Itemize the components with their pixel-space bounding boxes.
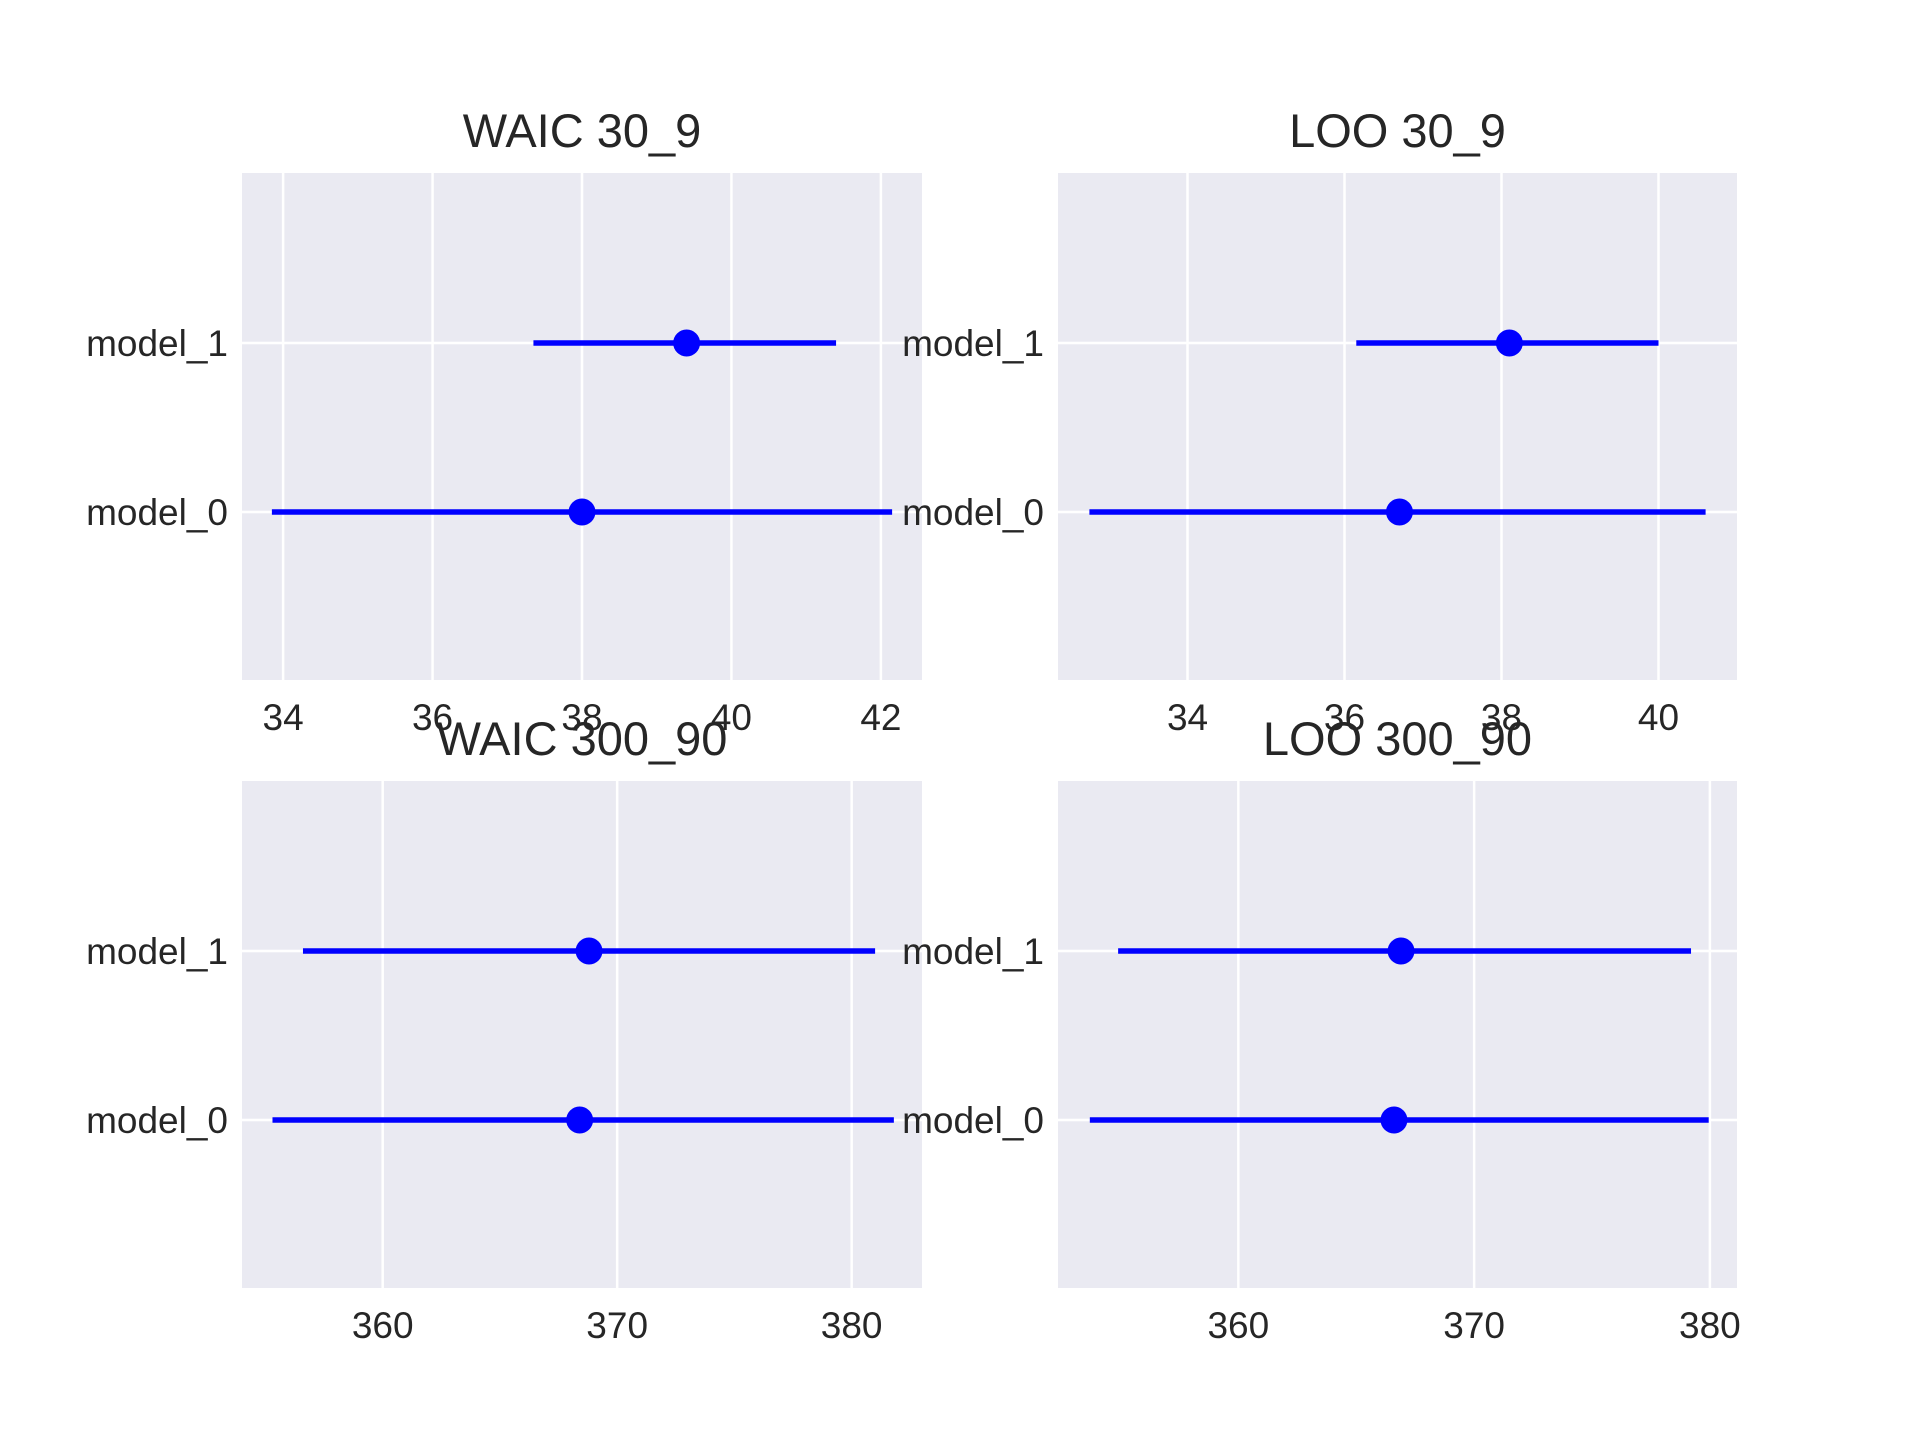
y-tick-label: model_1 bbox=[86, 323, 228, 364]
subplot-2: 34 36 38 40 model_0 model_1 LOO 30_9 bbox=[902, 104, 1737, 738]
x-tick-label: 370 bbox=[586, 1305, 648, 1346]
x-tick-label: 38 bbox=[1481, 697, 1522, 738]
x-tick-label: 34 bbox=[1167, 697, 1208, 738]
subplot-1: 34 36 38 40 42 model_0 model_1 WAIC 30_9 bbox=[86, 104, 922, 738]
point-estimate bbox=[568, 498, 596, 526]
y-tick-label: model_0 bbox=[902, 492, 1044, 533]
point-estimate bbox=[1495, 329, 1523, 357]
point-estimate bbox=[1387, 937, 1415, 965]
subplot-title: LOO 30_9 bbox=[1289, 104, 1506, 157]
y-tick-label: model_0 bbox=[902, 1100, 1044, 1141]
point-estimate bbox=[575, 937, 603, 965]
y-tick-label: model_0 bbox=[86, 492, 228, 533]
x-tick-label: 370 bbox=[1443, 1305, 1505, 1346]
point-estimate bbox=[1385, 498, 1413, 526]
x-tick-label: 36 bbox=[1324, 697, 1365, 738]
x-tick-label: 360 bbox=[352, 1305, 414, 1346]
x-tick-label: 380 bbox=[821, 1305, 883, 1346]
x-tick-label: 40 bbox=[711, 697, 752, 738]
point-estimate bbox=[1380, 1106, 1408, 1134]
y-tick-label: model_1 bbox=[902, 931, 1044, 972]
subplot-3: 360 370 380 model_0 model_1 WAIC 300_90 bbox=[86, 712, 922, 1346]
y-tick-label: model_0 bbox=[86, 1100, 228, 1141]
x-tick-label: 34 bbox=[263, 697, 304, 738]
subplot-title: WAIC 30_9 bbox=[463, 104, 702, 157]
x-tick-label: 36 bbox=[412, 697, 453, 738]
subplot-title: WAIC 300_90 bbox=[437, 712, 728, 765]
plot-area bbox=[1058, 173, 1737, 680]
y-tick-label: model_1 bbox=[902, 323, 1044, 364]
subplot-title: LOO 300_90 bbox=[1263, 712, 1532, 765]
x-tick-label: 42 bbox=[860, 697, 901, 738]
x-tick-label: 380 bbox=[1679, 1305, 1741, 1346]
point-estimate bbox=[673, 329, 701, 357]
y-tick-label: model_1 bbox=[86, 931, 228, 972]
subplot-4: 360 370 380 model_0 model_1 LOO 300_90 bbox=[902, 712, 1741, 1346]
x-tick-label: 40 bbox=[1638, 697, 1679, 738]
x-tick-label: 360 bbox=[1207, 1305, 1269, 1346]
plot-area bbox=[1058, 781, 1737, 1288]
point-estimate bbox=[566, 1106, 594, 1134]
plot-area bbox=[242, 781, 922, 1288]
x-tick-label: 38 bbox=[561, 697, 602, 738]
